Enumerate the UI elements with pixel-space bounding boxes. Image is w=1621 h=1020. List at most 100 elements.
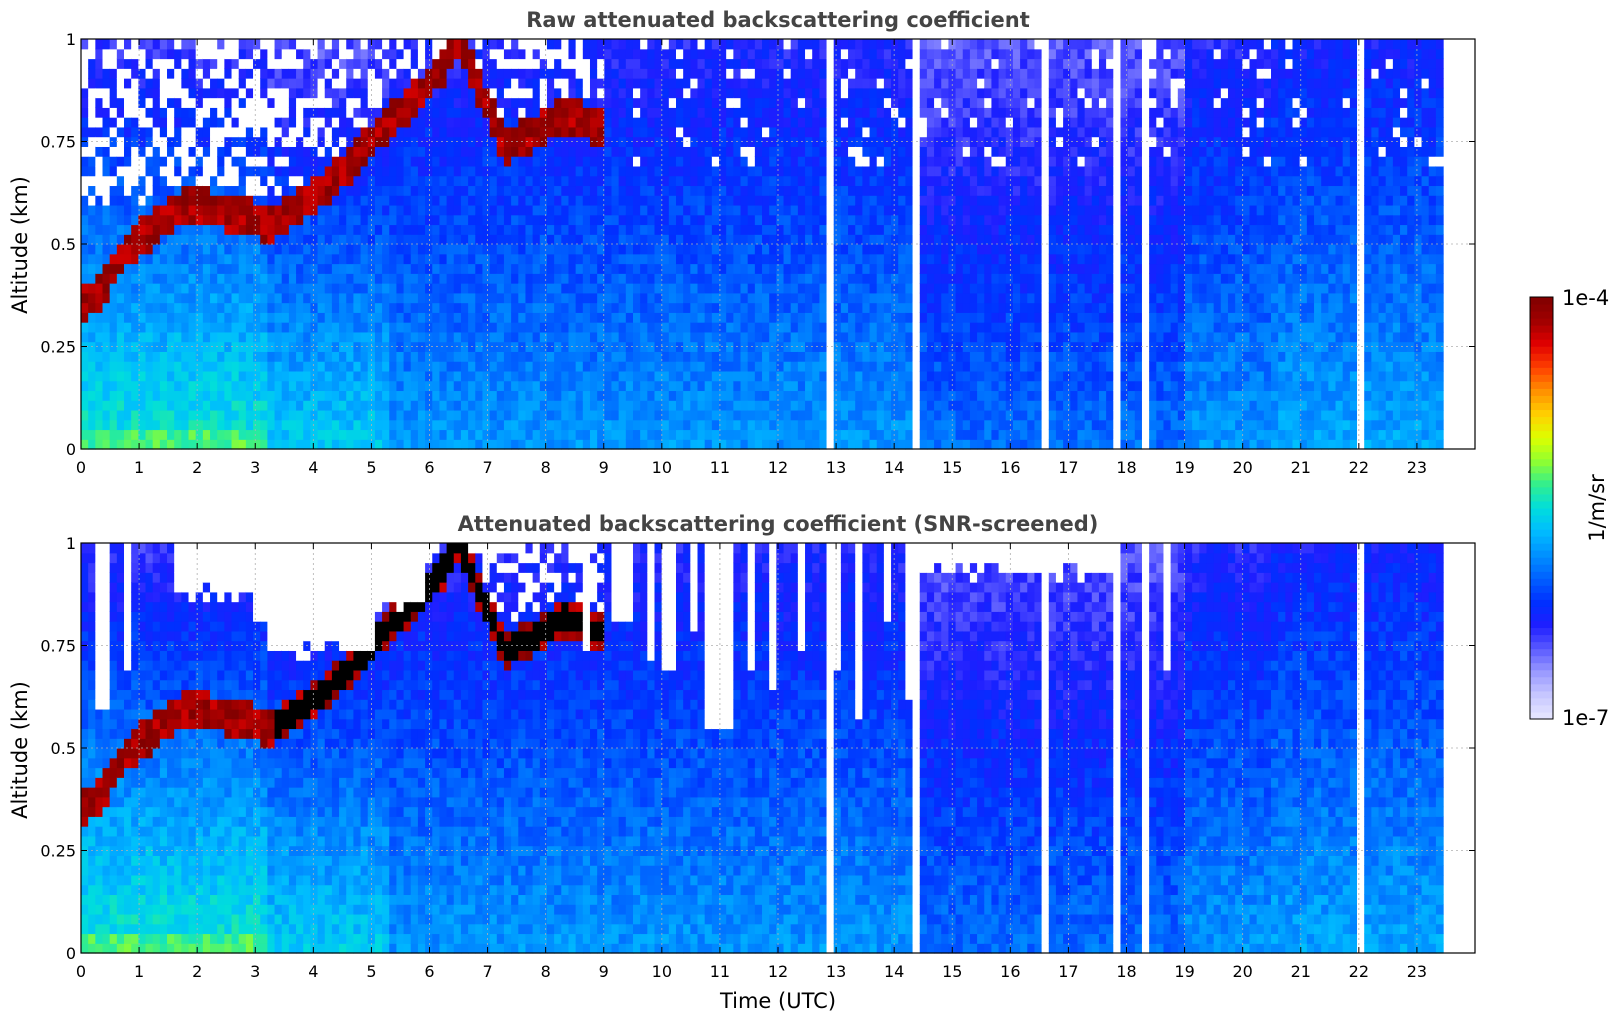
heatmap-cell bbox=[331, 214, 340, 226]
heatmap-cell bbox=[891, 419, 899, 431]
heatmap-cell bbox=[561, 204, 570, 216]
heatmap-cell bbox=[195, 136, 204, 147]
heatmap-cell bbox=[145, 380, 154, 392]
heatmap-cell bbox=[805, 380, 813, 392]
heatmap-cell bbox=[116, 400, 125, 411]
heatmap-cell bbox=[288, 97, 297, 108]
heatmap-cell bbox=[382, 126, 390, 138]
heatmap-cell bbox=[625, 244, 634, 255]
heatmap-cell bbox=[389, 39, 398, 50]
heatmap-cell bbox=[124, 312, 132, 323]
heatmap-cell bbox=[697, 331, 706, 343]
heatmap-cell bbox=[919, 107, 928, 118]
heatmap-cell bbox=[625, 39, 634, 50]
heatmap-cell bbox=[876, 68, 885, 79]
heatmap-cell bbox=[790, 136, 799, 147]
heatmap-cell bbox=[124, 78, 132, 89]
heatmap-cell bbox=[597, 273, 605, 284]
heatmap-cell bbox=[855, 156, 863, 167]
heatmap-cell bbox=[554, 214, 562, 226]
heatmap-cell bbox=[202, 48, 211, 60]
heatmap-cell bbox=[410, 370, 419, 382]
heatmap-cell bbox=[891, 351, 899, 362]
heatmap-cell bbox=[296, 331, 304, 343]
heatmap-cell bbox=[460, 165, 469, 177]
heatmap-cell bbox=[733, 48, 742, 60]
heatmap-cell bbox=[891, 48, 899, 60]
heatmap-cell bbox=[518, 146, 527, 157]
heatmap-cell bbox=[253, 234, 261, 245]
heatmap-cell bbox=[762, 195, 770, 206]
heatmap-cell bbox=[589, 351, 598, 362]
heatmap-cell bbox=[826, 341, 835, 352]
heatmap-cell bbox=[912, 97, 921, 108]
heatmap-cell bbox=[503, 312, 512, 323]
heatmap-cell bbox=[253, 283, 261, 294]
heatmap-cell bbox=[138, 58, 147, 69]
heatmap-cell bbox=[159, 87, 168, 99]
heatmap-cell bbox=[919, 224, 928, 235]
heatmap-cell bbox=[489, 341, 498, 352]
heatmap-cell bbox=[762, 204, 770, 216]
heatmap-cell bbox=[618, 175, 627, 187]
heatmap-cell bbox=[876, 341, 885, 352]
heatmap-cell bbox=[274, 117, 283, 128]
heatmap-cell bbox=[339, 97, 347, 108]
heatmap-cell bbox=[489, 146, 498, 157]
heatmap-cell bbox=[138, 68, 147, 79]
heatmap-cell bbox=[632, 107, 641, 118]
heatmap-cell bbox=[159, 361, 168, 372]
heatmap-cell bbox=[339, 87, 347, 99]
heatmap-cell bbox=[324, 48, 333, 60]
heatmap-cell bbox=[518, 78, 527, 89]
heatmap-cell bbox=[253, 87, 261, 99]
heatmap-cell bbox=[224, 312, 233, 323]
heatmap-cell bbox=[647, 419, 656, 431]
heatmap-cell bbox=[475, 185, 484, 196]
heatmap-cell bbox=[647, 195, 656, 206]
heatmap-cell bbox=[511, 351, 519, 362]
heatmap-cell bbox=[819, 165, 828, 177]
heatmap-cell bbox=[676, 136, 684, 147]
heatmap-cell bbox=[131, 126, 139, 138]
heatmap-cell bbox=[231, 68, 240, 79]
heatmap-cell bbox=[568, 126, 577, 138]
heatmap-cell bbox=[296, 117, 304, 128]
heatmap-cell bbox=[582, 312, 591, 323]
heatmap-cell bbox=[503, 224, 512, 235]
heatmap-cell bbox=[224, 370, 233, 382]
heatmap-cell bbox=[840, 361, 849, 372]
heatmap-cell bbox=[704, 351, 713, 362]
heatmap-cell bbox=[503, 351, 512, 362]
heatmap-cell bbox=[367, 361, 376, 372]
heatmap-cell bbox=[769, 214, 777, 226]
heatmap-cell bbox=[668, 185, 677, 196]
heatmap-cell bbox=[152, 156, 161, 167]
heatmap-cell bbox=[754, 253, 763, 265]
heatmap-cell bbox=[525, 263, 534, 274]
heatmap-cell bbox=[95, 58, 104, 69]
heatmap-cell bbox=[95, 361, 104, 372]
heatmap-cell bbox=[331, 156, 340, 167]
heatmap-cell bbox=[697, 302, 706, 313]
heatmap-cell bbox=[690, 273, 699, 284]
heatmap-cell bbox=[281, 234, 290, 245]
heatmap-cell bbox=[303, 48, 311, 60]
heatmap-cell bbox=[181, 400, 190, 411]
heatmap-cell bbox=[331, 253, 340, 265]
heatmap-cell bbox=[561, 146, 570, 157]
heatmap-cell bbox=[81, 39, 89, 50]
heatmap-cell bbox=[518, 439, 527, 450]
heatmap-cell bbox=[561, 263, 570, 274]
heatmap-cell bbox=[690, 419, 699, 431]
heatmap-cell bbox=[109, 439, 118, 450]
heatmap-cell bbox=[582, 87, 591, 99]
heatmap-cell bbox=[331, 283, 340, 294]
heatmap-cell bbox=[446, 107, 455, 118]
heatmap-cell bbox=[726, 419, 734, 431]
heatmap-cell bbox=[439, 361, 448, 372]
heatmap-cell bbox=[747, 380, 756, 392]
heatmap-cell bbox=[826, 78, 835, 89]
heatmap-cell bbox=[317, 126, 326, 138]
heatmap-cell bbox=[575, 165, 584, 177]
